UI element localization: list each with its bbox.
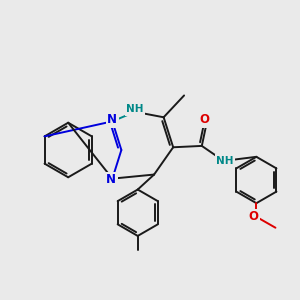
Text: N: N [106,173,116,187]
Text: NH: NH [126,104,144,114]
Text: O: O [249,210,259,223]
Text: O: O [200,113,209,127]
Text: NH: NH [216,156,234,166]
Text: N: N [107,113,117,127]
